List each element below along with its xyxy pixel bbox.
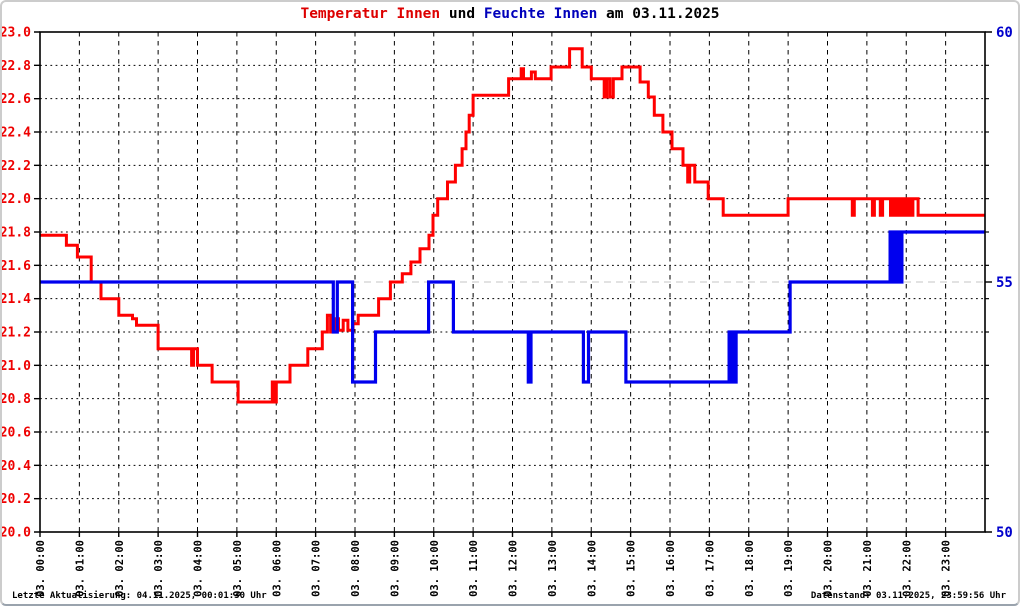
svg-text:03. 15:00: 03. 15:00 [626, 540, 638, 597]
svg-text:03. 02:00: 03. 02:00 [114, 540, 126, 597]
svg-text:22.0: 22.0 [2, 192, 31, 207]
svg-text:03. 22:00: 03. 22:00 [901, 540, 913, 597]
svg-text:03. 20:00: 03. 20:00 [823, 540, 835, 597]
svg-text:55: 55 [996, 275, 1013, 291]
svg-text:20.8: 20.8 [2, 392, 31, 407]
title-humidity-series: Feuchte Innen [483, 6, 598, 22]
svg-text:22.2: 22.2 [2, 159, 31, 174]
temperature-series-line [40, 47, 985, 404]
left-axis-labels: 23.0 22.8 22.6 22.4 22.2 22.0 21.8 21.6 21.4 21.2… [2, 26, 40, 541]
svg-text:20.6: 20.6 [2, 426, 31, 441]
svg-text:21.6: 21.6 [2, 259, 31, 274]
svg-text:03. 00:00: 03. 00:00 [35, 540, 47, 597]
svg-text:03. 10:00: 03. 10:00 [429, 540, 441, 597]
svg-text:03. 14:00: 03. 14:00 [586, 540, 598, 597]
svg-text:03. 21:00: 03. 21:00 [862, 540, 874, 597]
svg-text:21.4: 21.4 [2, 292, 31, 307]
svg-text:03. 08:00: 03. 08:00 [350, 540, 362, 597]
footer-bar: Letzte Aktualisierung: 04.11.2025, 00:01… [2, 589, 1018, 602]
chart-title: Temperatur Innen und Feuchte Innen am 03… [2, 6, 1018, 22]
title-temperature-series: Temperatur Innen [300, 6, 441, 22]
data-state-text: Datenstand: 03.11.2025, 23:59:56 Uhr [810, 591, 1006, 601]
svg-text:20.2: 20.2 [2, 492, 31, 507]
svg-text:21.2: 21.2 [2, 326, 31, 341]
right-axis-labels: 60 55 50 [985, 25, 1013, 541]
svg-text:03. 17:00: 03. 17:00 [704, 540, 716, 597]
title-und: und [440, 6, 484, 22]
humidity-series-line [40, 230, 985, 384]
grid-layer [40, 32, 985, 532]
svg-text:03. 13:00: 03. 13:00 [547, 540, 559, 597]
svg-text:03. 11:00: 03. 11:00 [468, 540, 480, 597]
svg-text:60: 60 [996, 25, 1013, 41]
svg-text:03. 23:00: 03. 23:00 [941, 540, 953, 597]
svg-text:03. 12:00: 03. 12:00 [508, 540, 520, 597]
svg-text:50: 50 [996, 525, 1013, 541]
svg-text:03. 19:00: 03. 19:00 [783, 540, 795, 597]
svg-text:03. 07:00: 03. 07:00 [311, 540, 323, 597]
svg-text:20.0: 20.0 [2, 526, 31, 541]
svg-text:20.4: 20.4 [2, 459, 31, 474]
svg-text:23.0: 23.0 [2, 26, 31, 41]
svg-text:03. 09:00: 03. 09:00 [389, 540, 401, 597]
svg-text:21.0: 21.0 [2, 359, 31, 374]
svg-text:22.6: 22.6 [2, 92, 31, 107]
svg-text:22.4: 22.4 [2, 126, 31, 141]
svg-text:21.8: 21.8 [2, 226, 31, 241]
svg-text:03. 01:00: 03. 01:00 [74, 540, 86, 597]
last-update-text: Letzte Aktualisierung: 04.11.2025, 00:01… [12, 591, 267, 601]
svg-text:22.8: 22.8 [2, 59, 31, 74]
svg-text:03. 18:00: 03. 18:00 [744, 540, 756, 597]
x-axis-labels: 03. 00:00 03. 01:00 03. 02:00 03. 03:00 03. … [35, 532, 953, 597]
svg-text:03. 05:00: 03. 05:00 [232, 540, 244, 597]
svg-text:03. 16:00: 03. 16:00 [665, 540, 677, 597]
svg-text:03. 03:00: 03. 03:00 [153, 540, 165, 597]
title-date: am 03.11.2025 [597, 6, 720, 22]
svg-text:03. 06:00: 03. 06:00 [271, 540, 283, 597]
series-layer [40, 47, 985, 404]
svg-text:03. 04:00: 03. 04:00 [193, 540, 205, 597]
